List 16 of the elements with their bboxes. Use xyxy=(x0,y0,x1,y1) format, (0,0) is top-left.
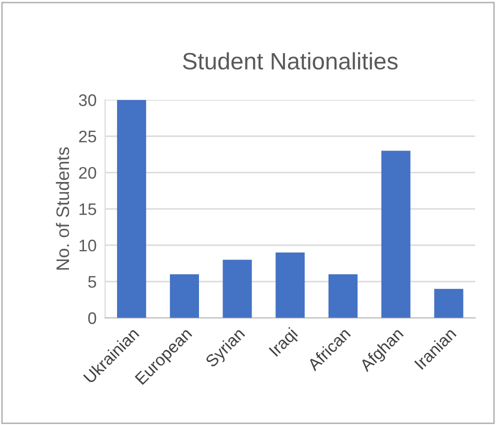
bar xyxy=(381,150,410,318)
y-tick-label: 10 xyxy=(80,240,96,252)
y-tick-label: 15 xyxy=(80,203,96,216)
y-axis-title: No. of Students xyxy=(56,147,70,270)
bar xyxy=(276,252,305,318)
y-tick-label: 20 xyxy=(79,166,96,179)
y-tick-label: 0 xyxy=(88,312,96,324)
bar xyxy=(222,260,252,318)
y-tick-label: 5 xyxy=(88,276,96,288)
y-tick-label: 25 xyxy=(79,130,96,142)
chart-title: Student Nationalities xyxy=(182,52,398,70)
bar xyxy=(434,288,464,318)
bar xyxy=(328,274,358,318)
bar xyxy=(117,100,146,318)
y-tick-label: 30 xyxy=(78,94,96,106)
bar xyxy=(170,274,199,318)
